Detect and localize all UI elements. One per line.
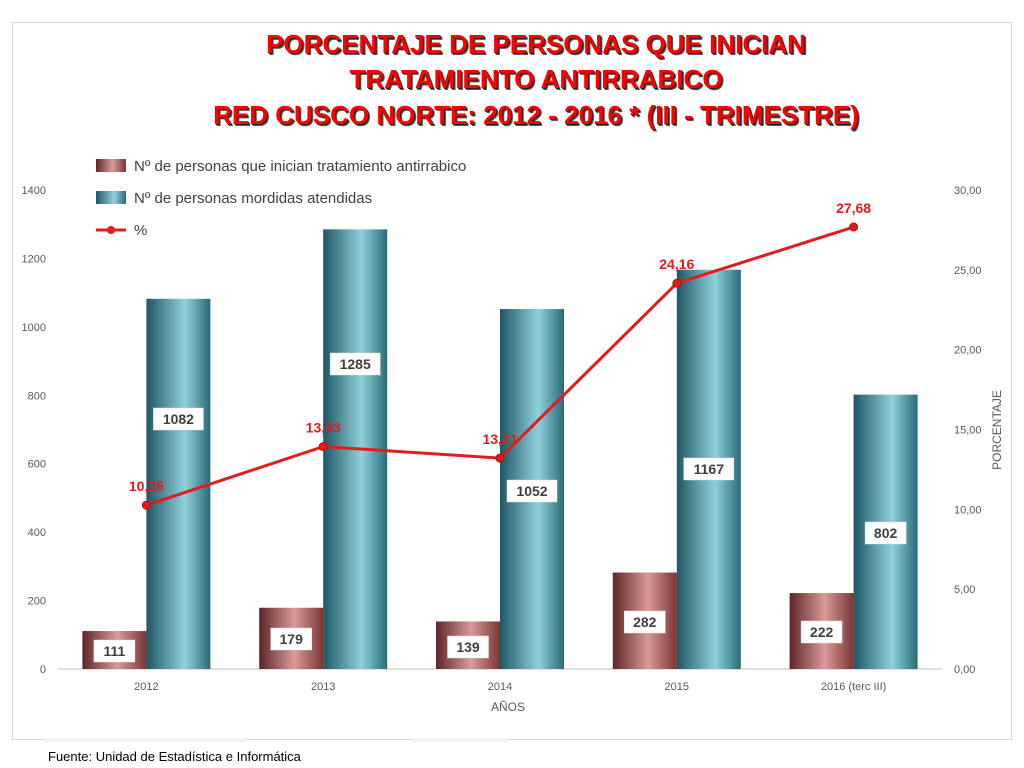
y-tick-label: 0	[40, 664, 46, 676]
y-tick-label: 600	[28, 459, 46, 471]
x-tick-label: 2013	[311, 681, 335, 693]
percent-value-label: 27,68	[836, 200, 871, 216]
percent-value-label: 13,21	[482, 431, 517, 447]
percent-point	[318, 442, 328, 452]
bar-value-label-mordidas: 802	[874, 525, 898, 541]
legend-swatch-inician	[96, 159, 126, 172]
y-tick-label: 200	[28, 596, 46, 608]
chart-title-line-2: TRATAMIENTO ANTIRRABICO	[349, 64, 723, 94]
bar-value-label-inician: 222	[810, 624, 834, 640]
bar-series-group	[82, 229, 918, 669]
y-tick-label: 1400	[22, 185, 46, 197]
bar-value-label-inician: 111	[103, 643, 125, 659]
bar-value-label-mordidas: 1052	[516, 483, 547, 499]
y2-axis-title: PORCENTAJE	[990, 390, 1004, 470]
legend-label: Nº de personas mordidas atendidas	[134, 190, 372, 207]
y2-tick-label: 25,00	[954, 265, 982, 277]
chart-title-line-1: PORCENTAJE DE PERSONAS QUE INICIAN	[266, 29, 806, 59]
decorative-strip	[412, 738, 508, 742]
line-series-group	[141, 222, 859, 510]
bar-value-label-inician-box	[93, 639, 136, 663]
y2-tick-label: 20,00	[954, 345, 982, 357]
bar-value-label-inician: 282	[633, 614, 657, 630]
bar-value-label-inician-box	[800, 620, 843, 644]
y-tick-label: 400	[28, 527, 46, 539]
bar-value-label-inician-box	[624, 610, 666, 634]
x-tick-label: 2014	[488, 681, 512, 693]
legend-label: %	[134, 222, 147, 239]
percent-point	[672, 278, 682, 288]
percent-value-label: 13,93	[306, 420, 341, 436]
bar-value-label-inician: 139	[456, 639, 480, 655]
x-tick-label: 2016 (terc III)	[821, 681, 886, 693]
x-tick-label: 2015	[665, 681, 689, 693]
percent-point	[141, 500, 151, 510]
source-footer: Fuente: Unidad de Estadística e Informát…	[48, 749, 301, 764]
bar-value-label-mordidas: 1285	[340, 356, 371, 372]
y2-tick-label: 5,00	[954, 584, 975, 596]
bar-value-label-mordidas-box	[506, 479, 558, 503]
legend: Nº de personas que inician tratamiento a…	[96, 158, 466, 239]
percent-value-label: 10,26	[129, 478, 164, 494]
bar-value-label-inician: 179	[280, 631, 304, 647]
y-tick-label: 1200	[22, 253, 46, 265]
percent-value-label: 24,16	[659, 256, 694, 272]
percent-point	[849, 222, 859, 232]
legend-swatch-point	[107, 226, 115, 234]
y2-tick-label: 0,00	[954, 664, 975, 676]
decorative-strip	[44, 738, 246, 742]
bar-value-label-mordidas-box	[864, 521, 907, 545]
x-tick-label: 2012	[134, 681, 158, 693]
y-tick-label: 1000	[22, 322, 46, 334]
bar-value-label-mordidas: 1167	[694, 461, 725, 477]
y2-tick-label: 10,00	[954, 504, 982, 516]
y-tick-label: 800	[28, 390, 46, 402]
bar-value-label-inician-box	[270, 627, 312, 651]
percent-point	[495, 453, 505, 463]
y2-tick-label: 15,00	[954, 425, 982, 437]
chart-title-line-3: RED CUSCO NORTE: 2012 - 2016 * (III - TR…	[213, 100, 859, 130]
bar-value-label-mordidas: 1082	[163, 411, 194, 427]
percent-line	[145, 225, 855, 507]
data-label-group: 111 1082 179 1285 139 1052 282 1167 222 802 10,26 1…	[93, 200, 907, 663]
bar-value-label-mordidas-box	[329, 352, 381, 376]
legend-label: Nº de personas que inician tratamiento a…	[134, 158, 466, 175]
y2-tick-label: 30,00	[954, 185, 982, 197]
legend-swatch-mordidas	[96, 191, 126, 204]
bar-personas-mordidas	[146, 298, 211, 669]
x-axis-title: AÑOS	[491, 700, 525, 714]
bar-value-label-mordidas-box	[153, 407, 204, 431]
bar-value-label-mordidas-box	[683, 457, 735, 481]
bar-value-label-inician-box	[447, 635, 489, 659]
